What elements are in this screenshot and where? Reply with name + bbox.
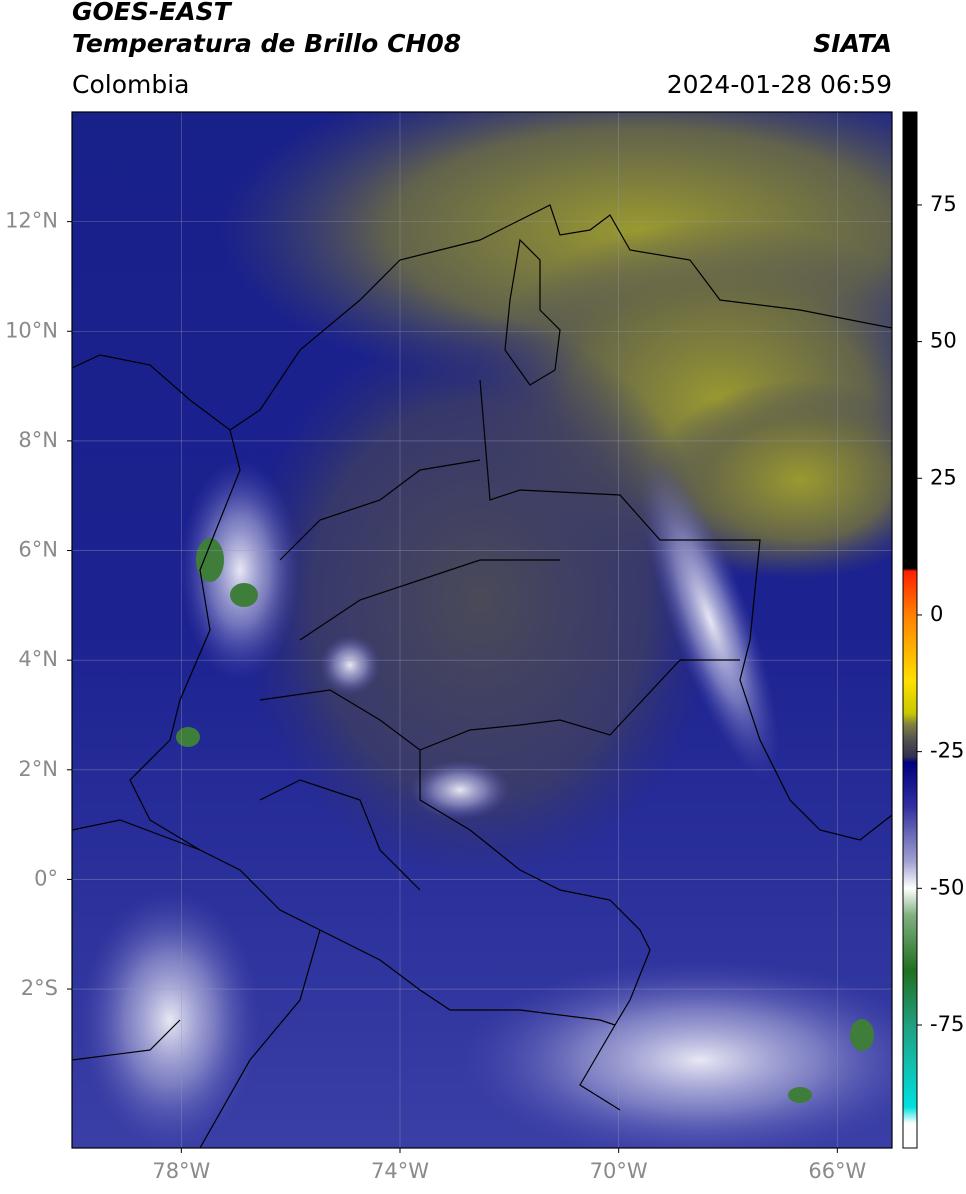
timestamp: 2024-01-28 06:59 — [667, 70, 892, 99]
colorbar-tick-label: -25 — [930, 739, 964, 763]
map-frame — [71, 111, 893, 1149]
x-tick-label: 74°W — [371, 1159, 429, 1183]
colorbar-tick-label: -50 — [930, 875, 964, 899]
colorbar — [902, 111, 918, 1149]
colorbar-tick-label: 25 — [930, 465, 957, 489]
colorbar-tick-label: 0 — [930, 602, 943, 626]
title: GOES-EAST — [72, 0, 233, 26]
colorbar-tick-label: 50 — [930, 329, 957, 353]
colorbar-tick-label: 75 — [930, 192, 957, 216]
subtitle: Temperatura de Brillo CH08 — [72, 29, 461, 58]
region: Colombia — [72, 70, 189, 99]
y-tick-label: 0° — [34, 866, 58, 890]
y-tick-label: 2°N — [18, 757, 58, 781]
x-tick-label: 70°W — [590, 1159, 648, 1183]
y-tick-label: 6°N — [18, 538, 58, 562]
source: SIATA — [813, 29, 892, 58]
borders — [72, 204, 892, 1148]
colorbar-tick-label: -75 — [930, 1012, 964, 1036]
y-tick-label: 4°N — [18, 647, 58, 671]
x-tick-label: 66°W — [808, 1159, 866, 1183]
y-tick-label: 10°N — [5, 318, 58, 342]
satellite-image — [72, 112, 892, 1148]
y-tick-label: 8°N — [18, 428, 58, 452]
x-tick-label: 78°W — [152, 1159, 210, 1183]
y-tick-label: 12°N — [5, 209, 58, 233]
y-tick-label: 2°S — [21, 976, 58, 1000]
